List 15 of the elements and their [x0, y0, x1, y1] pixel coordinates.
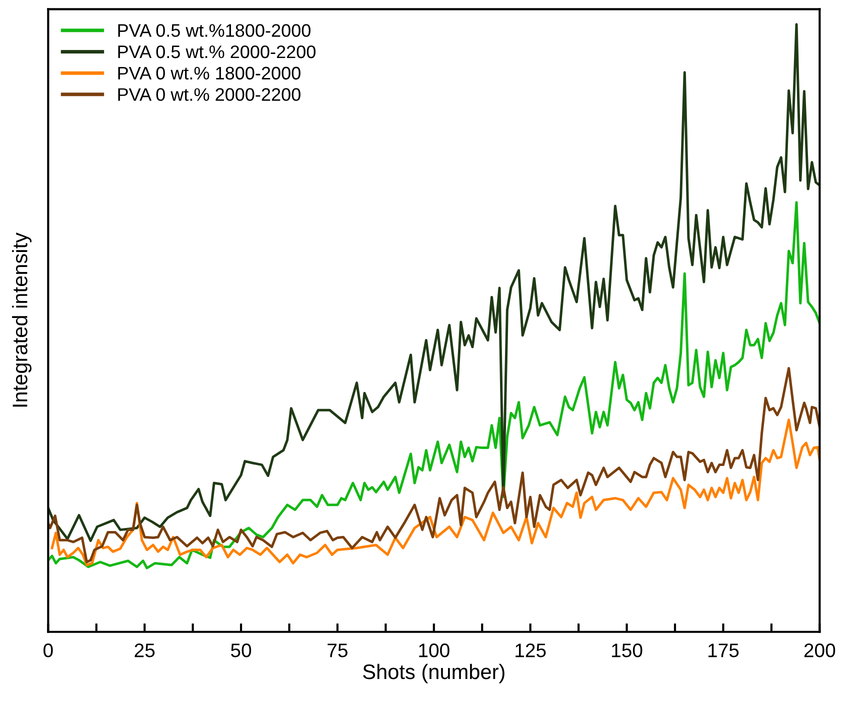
x-tick-label: 150	[612, 643, 642, 658]
x-tick-label: 125	[516, 643, 546, 658]
x-tick-label: 25	[134, 643, 155, 658]
x-axis-title: Shots (number)	[363, 664, 504, 684]
y-axis-title: Integrated intensity	[12, 232, 32, 407]
x-tick-label: 50	[231, 643, 252, 658]
x-tick-label: 0	[44, 643, 53, 658]
x-tick-label: 100	[419, 643, 450, 658]
x-tick-label: 75	[328, 644, 348, 658]
x-tick-label: 200	[804, 643, 836, 658]
x-tick-label: 175	[708, 644, 739, 658]
legend-label: PVA 0.5 wt.%1800-2000	[118, 24, 310, 37]
legend-label: PVA 0 wt.% 1800-2000	[118, 66, 300, 80]
legend-label: PVA 0.5 wt.% 2000-2200	[118, 45, 316, 58]
legend-label: PVA 0 wt.% 2000-2200	[118, 88, 300, 101]
